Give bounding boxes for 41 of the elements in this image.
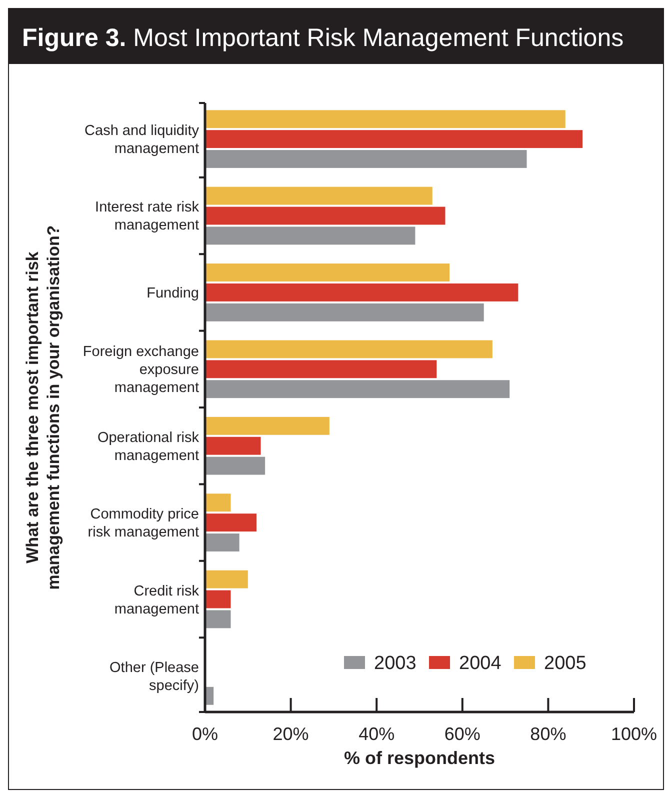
legend-label: 2005 — [544, 653, 586, 674]
bar — [205, 206, 446, 225]
y-axis-title: What are the three most important risk management functions in your organisation? — [23, 225, 63, 590]
x-tick-label: 100% — [610, 724, 658, 744]
y-tick-label: Other (Please specify) — [110, 660, 199, 694]
bar — [205, 456, 266, 475]
x-tick-label: 20% — [272, 724, 309, 744]
bar — [205, 534, 240, 552]
y-tick-label: Commodity price risk management — [88, 506, 199, 541]
bar — [205, 283, 518, 302]
bar — [205, 494, 231, 512]
bar — [205, 590, 231, 608]
y-tick-label: Credit risk management — [114, 583, 200, 618]
legend-label: 2003 — [374, 653, 416, 674]
x-axis-title: % of respondents — [344, 748, 496, 768]
bar — [205, 380, 510, 398]
bar — [205, 226, 416, 245]
bar — [205, 264, 450, 282]
bar — [205, 610, 231, 628]
bar — [205, 570, 248, 588]
bar — [205, 186, 432, 205]
bar — [205, 360, 437, 378]
bar — [205, 514, 256, 532]
bar — [205, 340, 492, 358]
y-tick-label: Interest rate risk management — [95, 200, 200, 234]
y-tick-label: Operational risk management — [97, 430, 200, 464]
bar — [205, 303, 484, 322]
x-tick-label: 40% — [358, 724, 395, 744]
bar — [205, 150, 527, 168]
bar — [205, 130, 583, 148]
bar — [205, 436, 261, 455]
y-tick-label: Cash and liquidity management — [84, 123, 200, 158]
x-tick-label: 60% — [444, 724, 480, 744]
x-tick-label: 80% — [530, 724, 566, 744]
bar — [205, 110, 566, 128]
bar — [205, 416, 330, 435]
x-tick-label: 0% — [192, 724, 218, 744]
legend-label: 2004 — [459, 653, 502, 674]
y-tick-label: Foreign exchange exposure management — [82, 344, 199, 396]
y-tick-label: Funding — [146, 285, 199, 302]
chart-title: Figure 3. Most Important Risk Management Functions — [22, 24, 624, 52]
